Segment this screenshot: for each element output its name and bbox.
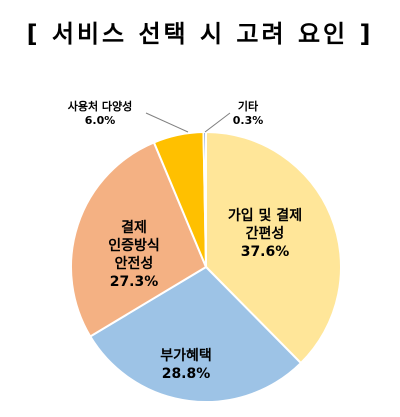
pie-slice-2 (88, 265, 303, 403)
chart-title: [ 서비스 선택 시 고려 요인 ] (26, 20, 374, 48)
pie-slice-2-label: 부가혜택 28.8% (160, 347, 212, 382)
pie-slice-5-leader-line (204, 112, 231, 133)
pie-slice-5-label: 기타 0.3% (233, 99, 264, 127)
pie-slice-1 (205, 130, 343, 365)
pie-slice-3-label: 결제 인증방식 안전성 27.3% (108, 219, 160, 290)
pie-slice-3 (70, 141, 208, 338)
pie-slice-4-leader-line (145, 112, 189, 133)
pie-slice-5 (202, 130, 207, 268)
pie-slice-4-label: 사용처 다양성 6.0% (68, 99, 133, 127)
pie-slice-1-label: 가입 및 결제 간편성 37.6% (228, 207, 302, 260)
